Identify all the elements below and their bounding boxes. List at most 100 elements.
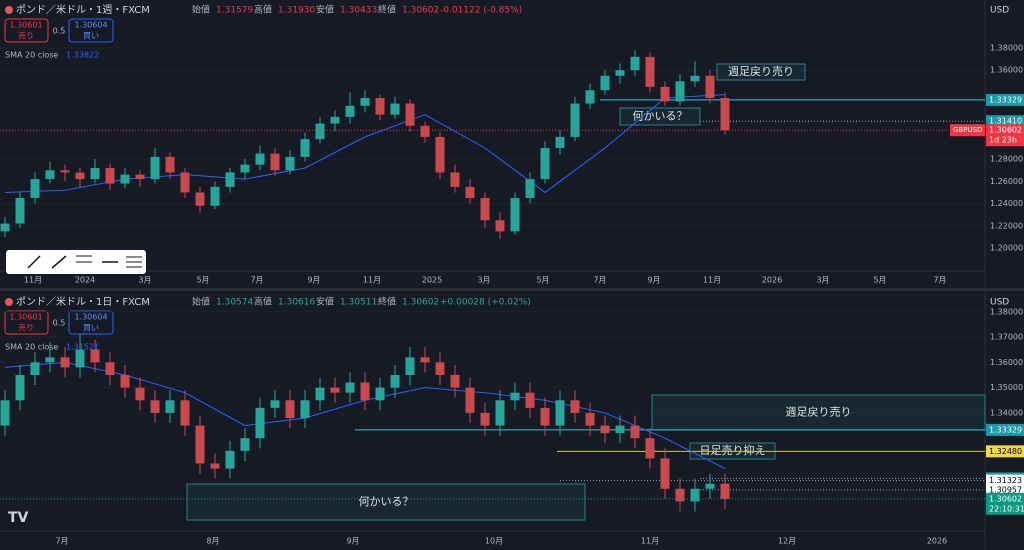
sell-label: 売り: [18, 31, 34, 41]
x-tick-label: 2026: [927, 537, 947, 546]
x-tick-label: 10月: [485, 537, 503, 546]
candle-body: [645, 56, 655, 87]
candle-body: [525, 179, 535, 198]
candle-body: [420, 125, 430, 137]
symbol-icon: [5, 6, 13, 14]
x-tick-label: 3月: [477, 276, 490, 285]
candle-body: [705, 75, 715, 98]
candle-body: [630, 425, 640, 439]
quote-value: 1.30616: [278, 298, 315, 308]
candle-body: [645, 438, 655, 459]
candle-body: [210, 186, 220, 206]
quote-label: 高値: [254, 4, 272, 16]
candle-body: [300, 400, 310, 418]
candle-body: [360, 98, 370, 106]
x-tick-label: 11月: [641, 537, 659, 546]
candle-body: [255, 407, 265, 439]
tool-icon[interactable]: [51, 255, 67, 269]
candle-body: [180, 172, 190, 193]
quote-value: 1.30602: [402, 6, 439, 16]
candle-body: [180, 400, 190, 426]
candle-body: [90, 349, 100, 363]
quote-value: 1.31930: [278, 6, 315, 16]
candle-body: [615, 70, 625, 76]
y-tick-label: 1.38000: [990, 307, 1023, 316]
symbol-tag: [950, 124, 985, 137]
quote-change: +0.00028 (+0.02%): [440, 298, 531, 308]
candle-body: [240, 438, 250, 451]
candle-body: [15, 374, 25, 401]
panel-divider: [0, 288, 1024, 291]
price-tag: [986, 124, 1024, 147]
candle-body: [600, 75, 610, 91]
symbol-tag-text: GBPUSD: [953, 126, 982, 134]
tool-icon[interactable]: [27, 255, 41, 269]
x-tick-label: 2026: [762, 276, 782, 285]
currency[interactable]: USD: [990, 6, 1009, 16]
quote-value: 1.31579: [216, 6, 253, 16]
candle-body: [495, 400, 505, 426]
sell-button[interactable]: [4, 310, 49, 335]
quote-value: 1.30602: [402, 298, 439, 308]
annotation-text: 何かいる？: [633, 110, 688, 123]
price-tag-label: 1.30602: [989, 126, 1022, 135]
candle-body: [315, 387, 325, 401]
candle-body: [660, 458, 670, 489]
quote-value: 1.30574: [216, 298, 253, 308]
x-tick-label: 5月: [536, 276, 549, 285]
candle-body: [45, 357, 55, 363]
x-tick-label: 7月: [593, 276, 606, 285]
x-tick-label: 11月: [24, 276, 42, 285]
buy-label: 買い: [83, 32, 99, 41]
candle-body: [60, 170, 70, 173]
y-tick-label: 1.34000: [990, 408, 1023, 417]
candle-body: [30, 362, 40, 375]
level-label: 1.30957: [989, 485, 1022, 494]
sell-label: 売り: [18, 323, 34, 333]
quote-label: 安値: [316, 4, 334, 16]
currency[interactable]: USD: [990, 298, 1009, 308]
quote-value: 1.30433: [340, 6, 377, 16]
candle-body: [0, 400, 10, 426]
candle-body: [390, 103, 400, 115]
y-tick-label: 1.38000: [990, 44, 1023, 53]
annotation-text: 何かいる？: [359, 495, 414, 508]
candle-body: [585, 412, 595, 426]
buy-button[interactable]: [68, 18, 114, 43]
candle-body: [435, 136, 445, 173]
candle-body: [450, 374, 460, 388]
sell-button[interactable]: [4, 18, 49, 43]
candle-body: [465, 387, 475, 413]
y-tick-label: 1.26000: [990, 177, 1023, 186]
candle-body: [300, 139, 310, 157]
candle-body: [585, 90, 595, 104]
candle-body: [90, 168, 100, 180]
annotation-text: 週足戻り売り: [728, 65, 794, 78]
candle-body: [285, 156, 295, 171]
indicator-value: 1.33822: [66, 51, 99, 60]
candle-body: [480, 412, 490, 426]
annotation-box: [619, 107, 701, 126]
candle-body: [570, 400, 580, 413]
candle-body: [270, 153, 280, 171]
buy-price: 1.30604: [74, 313, 107, 322]
candle-body: [60, 357, 70, 368]
candle-body: [345, 382, 355, 393]
drawing-toolbar[interactable]: [6, 250, 146, 274]
x-tick-label: 7月: [55, 537, 68, 546]
candle-body: [360, 382, 370, 401]
candle-body: [675, 488, 685, 502]
candle-body: [405, 357, 415, 375]
annotation-box: [186, 483, 586, 521]
level-label: 1.31323: [989, 476, 1022, 485]
buy-button[interactable]: [68, 310, 114, 335]
candle-body: [540, 148, 550, 180]
level-tag: [986, 93, 1024, 106]
candle-body: [330, 116, 340, 124]
candle-body: [510, 392, 520, 401]
buy-price: 1.30604: [74, 21, 107, 30]
buy-label: 買い: [83, 324, 99, 333]
sell-price: 1.30601: [9, 21, 42, 30]
candle-body: [600, 425, 610, 434]
candle-body: [375, 98, 385, 115]
